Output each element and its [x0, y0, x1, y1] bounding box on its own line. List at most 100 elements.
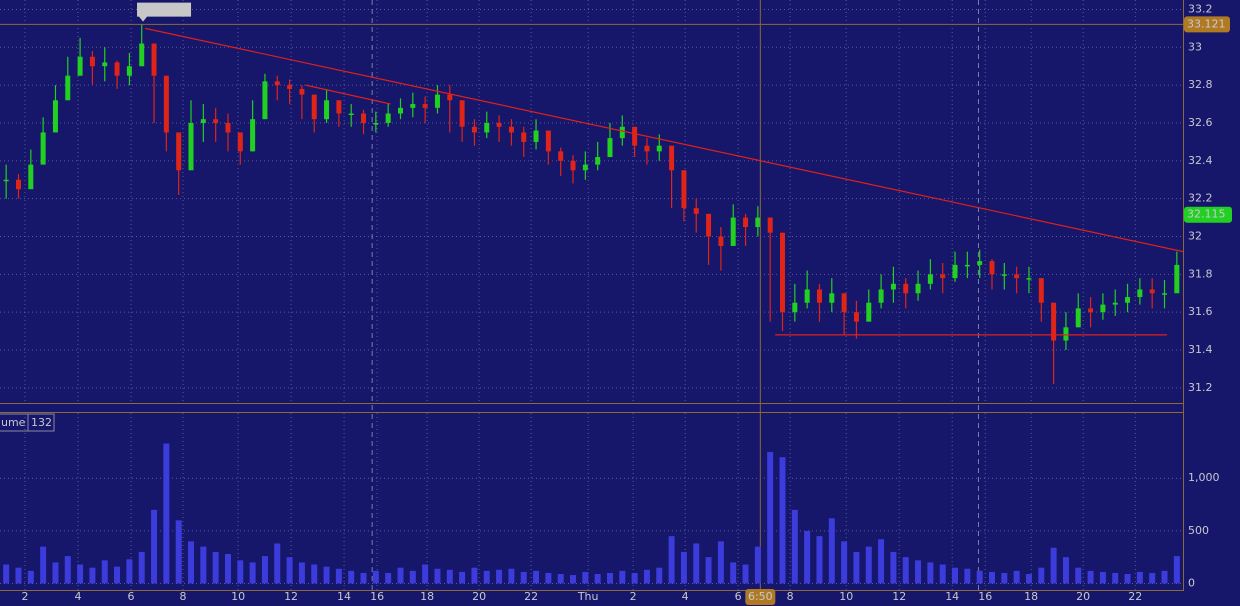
x-tick-label: 2	[22, 590, 29, 603]
volume-bar	[988, 571, 995, 584]
volume-bar	[274, 543, 281, 584]
high-note-box	[137, 2, 192, 22]
x-tick-label: 12	[284, 590, 298, 603]
candle-body	[1075, 308, 1081, 328]
y-tick-label: 0	[1188, 576, 1195, 589]
candle-body	[311, 94, 317, 120]
candle-body	[853, 312, 859, 322]
candle-body	[484, 122, 490, 133]
volume-bar	[570, 575, 577, 584]
candle-body	[28, 164, 34, 190]
volume-bar	[1001, 572, 1008, 584]
candle-body	[632, 126, 638, 146]
candle-body	[385, 113, 391, 123]
volume-bar	[1013, 570, 1020, 584]
volume-bar	[40, 546, 47, 584]
x-tick-label: 10	[231, 590, 245, 603]
candle-body	[1174, 264, 1180, 294]
candle-body	[77, 56, 83, 76]
candle-body	[336, 100, 342, 114]
volume-bar	[508, 568, 515, 584]
legend-value-box	[27, 413, 55, 432]
x-tick-label: 4	[75, 590, 82, 603]
x-tick-label: 18	[1024, 590, 1038, 603]
legend-label: ume	[1, 416, 26, 429]
candle-body	[225, 122, 231, 133]
volume-bar	[15, 567, 22, 584]
volume-bar	[348, 570, 355, 584]
candle-body	[1014, 274, 1020, 279]
candle-body	[767, 217, 773, 233]
candle-body	[114, 62, 120, 76]
volume-bar	[915, 560, 922, 584]
last-price-label: 32.115	[1187, 208, 1226, 221]
y-tick-label: 31.4	[1188, 343, 1213, 356]
candle-body	[15, 179, 21, 190]
volume-bar	[828, 518, 835, 584]
volume-bar	[483, 570, 490, 584]
volume-bar	[261, 556, 268, 584]
candle-body	[496, 122, 502, 127]
candle-body	[730, 217, 736, 246]
candle-body	[521, 132, 527, 142]
candle-body	[829, 293, 835, 303]
volume-bar	[422, 564, 429, 584]
candle-body	[706, 213, 712, 237]
candle-body	[693, 208, 699, 214]
candle-body	[927, 274, 933, 284]
volume-bar	[151, 509, 158, 584]
volume-bar	[1173, 556, 1180, 584]
last-price-badge	[1184, 206, 1232, 223]
volume-bar	[1099, 571, 1106, 584]
volume-bar	[311, 564, 318, 584]
candle-body	[508, 126, 514, 133]
volume-bar	[804, 530, 811, 584]
volume-bar	[939, 564, 946, 584]
candle-body	[915, 283, 921, 294]
candle-body	[570, 160, 576, 171]
volume-bar	[200, 546, 207, 584]
candle-body	[866, 302, 872, 322]
volume-bar	[27, 570, 34, 584]
candle-body	[447, 94, 453, 101]
volume-bar	[163, 443, 170, 584]
x-tick-label: 8	[787, 590, 794, 603]
volume-bar	[1112, 572, 1119, 584]
candle-body	[903, 283, 909, 294]
candle-body	[1026, 278, 1032, 280]
volume-bar	[952, 567, 959, 584]
volume-bar	[520, 571, 527, 584]
candle-body	[977, 261, 983, 265]
y-tick-label: 33	[1188, 40, 1202, 53]
candle-body	[188, 122, 194, 171]
x-tick-label: Thu	[577, 590, 599, 603]
x-tick-label: 12	[892, 590, 906, 603]
candle-body	[1137, 289, 1143, 298]
volume-bar	[964, 568, 971, 584]
candle-body	[237, 132, 243, 152]
y-tick-label: 32	[1188, 230, 1202, 243]
candle-body	[373, 122, 379, 125]
candle-body	[878, 289, 884, 303]
candle-body	[582, 164, 588, 171]
volume-bar	[1050, 547, 1057, 584]
y-tick-label: 32.8	[1188, 78, 1213, 91]
candle-body	[890, 283, 896, 290]
y-tick-label: 32.6	[1188, 116, 1213, 129]
volume-bar	[459, 571, 466, 584]
volume-bar	[1149, 572, 1156, 584]
candle-body	[361, 113, 367, 123]
candle-body	[989, 261, 995, 275]
volume-bar	[1075, 567, 1082, 584]
volume-bar	[409, 570, 416, 584]
candle-body	[1063, 327, 1069, 341]
y-tick-label: 31.6	[1188, 305, 1213, 318]
volume-bar	[1087, 570, 1094, 584]
candle-body	[743, 217, 749, 228]
legend-value: 132	[31, 416, 52, 429]
candle-body	[804, 289, 810, 303]
volume-bar	[927, 562, 934, 584]
crosshair-x-badge	[745, 589, 776, 605]
